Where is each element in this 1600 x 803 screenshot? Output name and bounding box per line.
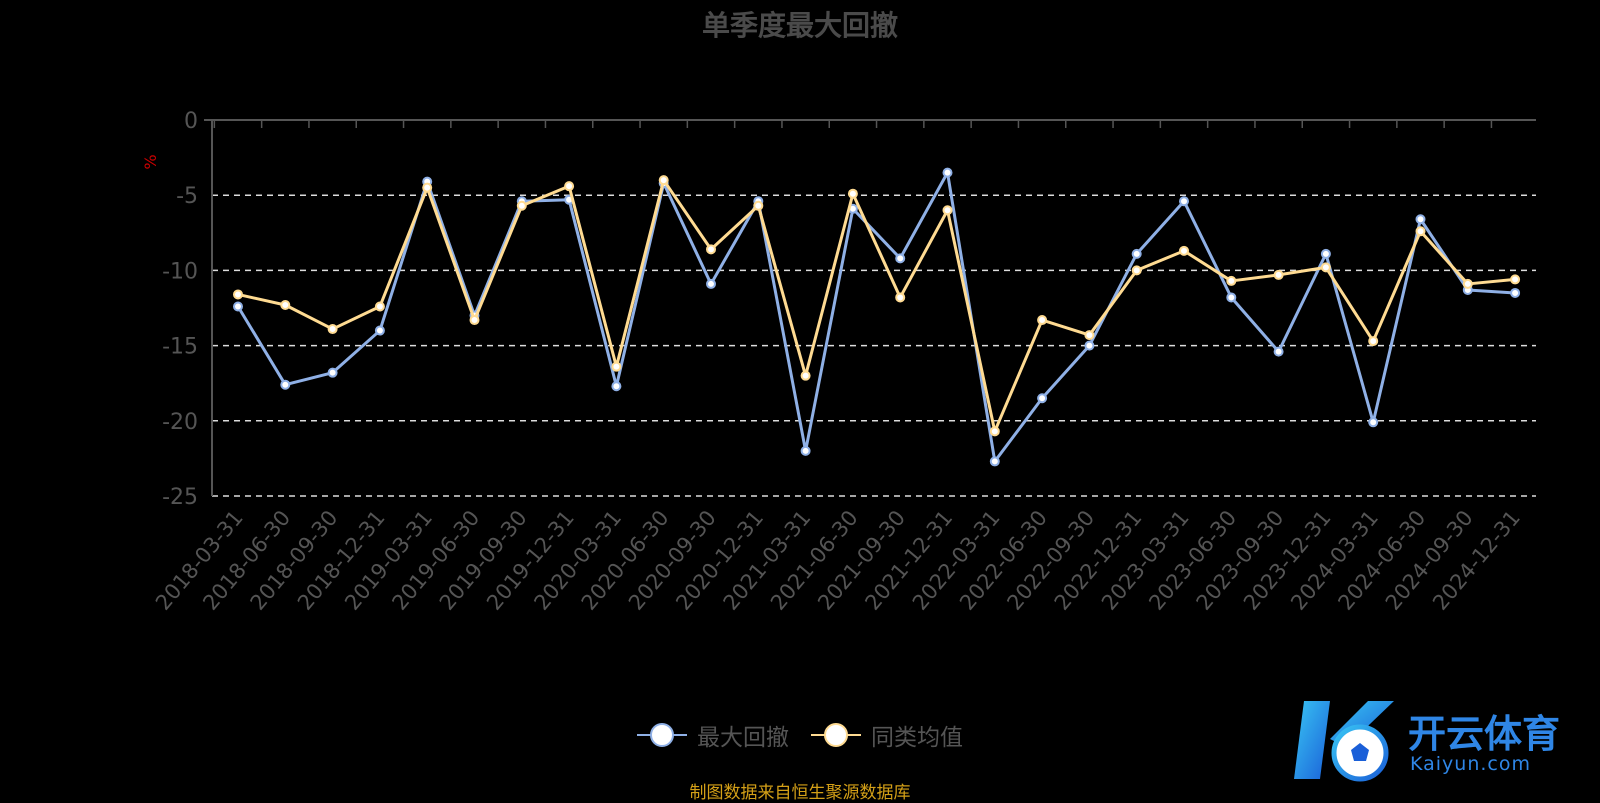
data-point-series-2 [1320,262,1331,273]
data-point-series-1 [1273,346,1284,357]
data-point-series-2 [706,244,716,255]
y-tick-label: -15 [162,335,198,360]
data-point-series-1 [374,325,385,336]
data-point-series-2 [1179,245,1189,256]
data-point-series-2 [233,289,243,300]
data-point-series-1 [1037,393,1048,404]
y-tick-label: -20 [162,410,198,435]
data-point-series-1 [800,445,811,456]
data-point-series-1 [1084,340,1095,351]
data-point-series-1 [611,381,622,392]
data-point-series-2 [753,200,764,211]
data-point-series-2 [942,205,953,216]
data-point-series-2 [800,370,811,381]
data-point-series-1 [233,301,243,312]
series-line-1 [236,171,1516,463]
data-point-series-2 [611,361,622,372]
legend-label-peer-average: 同类均值 [871,725,963,751]
legend-marker-peer-average [811,723,861,747]
legend-item-peer-average[interactable]: 同类均值 [811,718,963,752]
data-point-series-2 [1415,226,1426,237]
data-point-series-2 [658,175,669,186]
data-point-series-2 [280,299,291,310]
series-line-2 [237,178,1516,433]
data-point-series-2 [1368,336,1379,347]
data-point-series-1 [1368,417,1379,428]
y-tick-label: -10 [162,259,198,284]
legend-item-max-drawdown[interactable]: 最大回撤 [637,718,789,752]
data-point-series-2 [327,324,338,335]
logo-text: 开云体育 [1408,712,1561,756]
data-point-series-2 [1510,274,1521,285]
legend-label-max-drawdown: 最大回撤 [697,725,789,751]
data-point-series-1 [942,167,953,178]
data-point-series-2 [469,315,480,326]
soccer-ball-icon [1294,701,1394,782]
data-point-series-1 [1226,292,1237,303]
data-point-series-2 [1037,315,1048,326]
chart-title: 单季度最大回撤 [701,9,898,42]
data-point-series-2 [1084,330,1095,341]
data-point-series-2 [422,182,433,193]
source-note: 制图数据来自恒生聚源数据库 [689,783,911,803]
data-point-series-1 [989,456,1000,467]
data-point-series-2 [1131,265,1142,276]
data-point-series-1 [327,367,338,378]
data-point-series-1 [706,278,716,289]
data-point-series-1 [1179,196,1189,207]
data-point-series-1 [1320,248,1331,259]
data-point-series-2 [1226,275,1237,286]
data-point-series-1 [1131,248,1142,259]
logo-domain: Kaiyun.com [1410,753,1531,775]
data-point-series-2 [989,426,1000,437]
y-tick-label: 0 [184,109,198,134]
legend-marker-max-drawdown [637,723,687,747]
y-tick-label: -25 [162,485,198,510]
y-axis-label: % [141,154,160,169]
data-point-series-2 [847,188,858,199]
data-point-series-2 [516,200,527,211]
data-point-series-2 [1462,278,1473,289]
data-point-series-2 [895,292,906,303]
legend: 最大回撤 同类均值 [0,718,1600,752]
data-point-series-1 [280,379,291,390]
data-point-series-1 [1415,214,1426,225]
y-tick-label: -5 [176,184,198,209]
data-point-series-1 [1510,287,1521,298]
data-point-series-2 [564,181,575,192]
data-point-series-2 [374,301,385,312]
data-point-series-2 [1273,269,1284,280]
logo: 开云体育 Kaiyun.com [1290,695,1580,785]
data-point-series-1 [895,253,906,264]
